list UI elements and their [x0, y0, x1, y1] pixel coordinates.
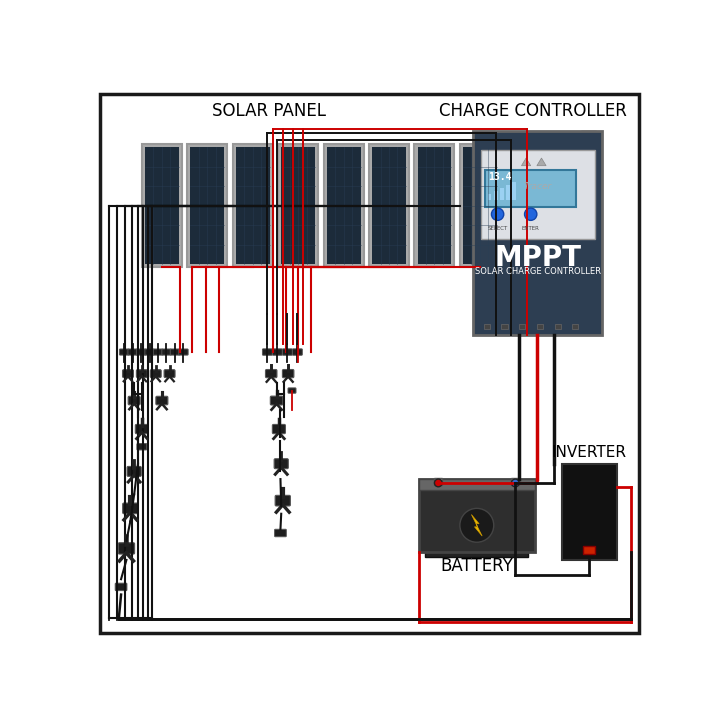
Bar — [142, 144, 182, 267]
Bar — [494, 191, 498, 200]
FancyBboxPatch shape — [274, 459, 288, 469]
FancyBboxPatch shape — [137, 444, 147, 450]
Bar — [419, 479, 534, 490]
Bar — [512, 182, 516, 200]
Bar — [463, 147, 497, 264]
Circle shape — [586, 137, 590, 141]
FancyBboxPatch shape — [120, 349, 129, 355]
Text: 13.4: 13.4 — [488, 172, 512, 182]
FancyBboxPatch shape — [115, 583, 127, 590]
FancyBboxPatch shape — [162, 349, 171, 355]
Bar — [190, 147, 224, 264]
Bar — [426, 552, 528, 557]
Polygon shape — [521, 158, 531, 166]
FancyBboxPatch shape — [122, 503, 138, 513]
Bar — [537, 324, 543, 329]
Bar — [460, 144, 500, 267]
FancyBboxPatch shape — [274, 529, 287, 536]
Bar — [145, 147, 179, 264]
FancyBboxPatch shape — [266, 369, 277, 378]
Text: BATTERY: BATTERY — [441, 557, 513, 575]
Circle shape — [460, 508, 494, 542]
Bar — [581, 131, 596, 145]
FancyBboxPatch shape — [136, 349, 145, 355]
FancyBboxPatch shape — [122, 369, 133, 377]
Circle shape — [434, 479, 442, 487]
Bar — [485, 169, 576, 207]
FancyBboxPatch shape — [164, 369, 175, 377]
Bar — [583, 546, 595, 554]
FancyBboxPatch shape — [135, 424, 148, 433]
FancyBboxPatch shape — [153, 349, 163, 355]
FancyBboxPatch shape — [128, 349, 138, 355]
Bar — [419, 479, 534, 552]
Bar — [554, 324, 561, 329]
Text: SELECT: SELECT — [487, 225, 508, 230]
FancyBboxPatch shape — [282, 369, 294, 378]
Bar — [369, 144, 409, 267]
Bar — [323, 144, 364, 267]
Bar — [572, 324, 578, 329]
Bar — [519, 324, 526, 329]
Circle shape — [511, 479, 519, 487]
FancyBboxPatch shape — [262, 349, 272, 355]
Polygon shape — [472, 515, 482, 536]
Circle shape — [525, 208, 537, 220]
FancyBboxPatch shape — [179, 349, 188, 355]
Bar — [506, 185, 510, 200]
FancyBboxPatch shape — [118, 543, 135, 554]
Text: SOLAR CHARGE CONTROLLER: SOLAR CHARGE CONTROLLER — [474, 267, 600, 276]
FancyBboxPatch shape — [145, 349, 154, 355]
FancyBboxPatch shape — [272, 424, 285, 433]
Bar — [235, 147, 270, 264]
FancyBboxPatch shape — [150, 369, 161, 377]
Bar — [233, 144, 273, 267]
Circle shape — [485, 137, 489, 141]
FancyBboxPatch shape — [288, 388, 296, 393]
Circle shape — [492, 208, 504, 220]
FancyBboxPatch shape — [136, 369, 148, 377]
Text: INVERTER: INVERTER — [552, 445, 626, 459]
FancyBboxPatch shape — [156, 396, 168, 405]
Bar — [282, 147, 315, 264]
Bar — [481, 150, 595, 239]
FancyBboxPatch shape — [128, 396, 140, 405]
FancyBboxPatch shape — [292, 349, 302, 355]
Bar — [500, 188, 504, 200]
Text: ENTER: ENTER — [522, 225, 539, 230]
Bar — [327, 147, 361, 264]
FancyBboxPatch shape — [272, 349, 282, 355]
Bar — [415, 144, 454, 267]
Bar — [501, 324, 508, 329]
FancyBboxPatch shape — [170, 349, 180, 355]
FancyBboxPatch shape — [282, 349, 292, 355]
Text: CHARGE CONTROLLER: CHARGE CONTROLLER — [439, 102, 627, 120]
Bar — [434, 477, 442, 485]
Bar — [418, 147, 451, 264]
Bar — [562, 464, 617, 560]
Text: MPPT: MPPT — [494, 244, 581, 272]
Bar — [484, 324, 490, 329]
Text: SOLAR PANEL: SOLAR PANEL — [212, 102, 326, 120]
FancyBboxPatch shape — [270, 396, 283, 405]
Bar — [487, 194, 492, 200]
Bar — [372, 147, 406, 264]
Bar — [278, 144, 318, 267]
Text: Tracer: Tracer — [523, 182, 552, 191]
Bar — [473, 131, 603, 335]
Bar — [187, 144, 228, 267]
FancyBboxPatch shape — [127, 467, 141, 477]
FancyBboxPatch shape — [275, 495, 290, 506]
Bar — [479, 131, 495, 145]
Polygon shape — [537, 158, 546, 166]
Bar — [511, 477, 519, 485]
